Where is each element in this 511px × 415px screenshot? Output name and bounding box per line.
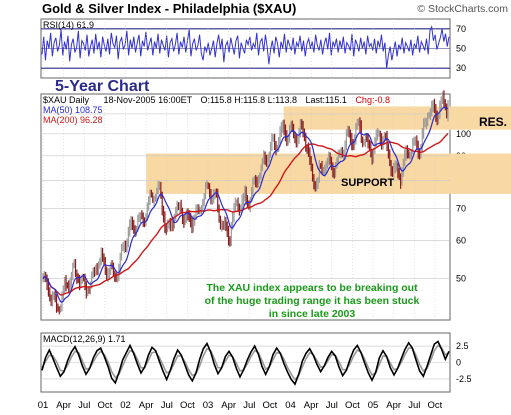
five-year-chart-label: 5-Year Chart bbox=[55, 78, 150, 95]
macd-line bbox=[41, 340, 450, 386]
resistance-label: RES. bbox=[479, 115, 507, 129]
source-credit: © StockCharts.com bbox=[417, 3, 508, 15]
macd-tick-label: -2.5 bbox=[456, 374, 472, 384]
x-tick-label: Apr bbox=[221, 400, 236, 411]
rsi-label: RSI(14) 61.9 bbox=[43, 20, 94, 30]
svg-text:$XAU Daily 18-Nov-2005 1: $XAU Daily 18-Nov-2005 16:00ET O:115.8 H… bbox=[43, 95, 390, 105]
macd-panel: 2.5 0 -2.5 MACD(12,26,9) 1.71 bbox=[40, 332, 472, 393]
x-tick-label: Oct bbox=[263, 400, 278, 411]
ma50-line bbox=[42, 106, 449, 303]
x-tick-label: 05 bbox=[368, 400, 379, 411]
header-last: Last:115.1 bbox=[306, 95, 347, 105]
header-symbol: $XAU Daily bbox=[43, 95, 90, 105]
x-tick-label: Apr bbox=[56, 400, 71, 411]
x-tick-label: Oct bbox=[180, 400, 195, 411]
x-tick-label: Apr bbox=[139, 400, 154, 411]
price-tick-label: 50 bbox=[456, 274, 466, 284]
x-tick-label: 02 bbox=[120, 400, 131, 411]
rsi-series-line bbox=[41, 25, 450, 69]
annotation-line-3: in since late 2003 bbox=[269, 308, 356, 320]
x-tick-label: Apr bbox=[386, 400, 401, 411]
rsi-tick-label: 70 bbox=[456, 24, 466, 34]
x-tick-label: Apr bbox=[304, 400, 319, 411]
rsi-tick-label: 30 bbox=[456, 63, 466, 73]
rsi-tick-label: 50 bbox=[456, 44, 466, 54]
macd-tick-label: 0 bbox=[456, 358, 461, 368]
price-tick-label: 70 bbox=[456, 203, 466, 213]
x-tick-label: Oct bbox=[345, 400, 360, 411]
header-date: 18-Nov-2005 16:00ET bbox=[104, 95, 193, 105]
header-chg: Chg:-0.8 bbox=[355, 95, 390, 105]
macd-tick-label: 2.5 bbox=[456, 341, 469, 351]
x-tick-label: Oct bbox=[428, 400, 443, 411]
rsi-panel: 70 50 30 RSI(14) 61.9 bbox=[40, 18, 466, 79]
ma200-legend: MA(200) 96.28 bbox=[43, 115, 103, 125]
price-panel: 1101009080706050 5-Year Chart $XAU Daily… bbox=[40, 19, 471, 392]
ma50-legend: MA(50) 108.75 bbox=[43, 105, 103, 115]
x-tick-label: 03 bbox=[203, 400, 214, 411]
x-tick-label: Jul bbox=[326, 400, 338, 411]
x-tick-label: 04 bbox=[285, 400, 296, 411]
macd-label: MACD(12,26,9) 1.71 bbox=[43, 334, 126, 344]
x-tick-label: 01 bbox=[38, 400, 49, 411]
chart-title: Gold & Silver Index - Philadelphia ($XAU… bbox=[42, 1, 296, 16]
resistance-band-extension bbox=[450, 106, 511, 130]
x-tick-label: Oct bbox=[97, 400, 112, 411]
support-band-extension bbox=[450, 153, 511, 194]
price-tick-label: 100 bbox=[456, 129, 471, 139]
header-ohlc: O:115.8 H:115.8 L:113.8 bbox=[200, 95, 297, 105]
annotation-line-1: The XAU index appears to be breaking out bbox=[206, 282, 418, 294]
x-tick-label: Jul bbox=[243, 400, 255, 411]
support-label: SUPPORT bbox=[341, 177, 394, 189]
x-tick-label: Jul bbox=[78, 400, 90, 411]
x-tick-label: Jul bbox=[161, 400, 173, 411]
price-panel-frame bbox=[40, 93, 451, 321]
ma200-line bbox=[42, 132, 449, 296]
resistance-band bbox=[283, 106, 450, 130]
price-tick-label: 60 bbox=[456, 235, 466, 245]
annotation-line-2: of the huge trading range it has been st… bbox=[205, 295, 420, 307]
x-tick-label: Jul bbox=[408, 400, 420, 411]
